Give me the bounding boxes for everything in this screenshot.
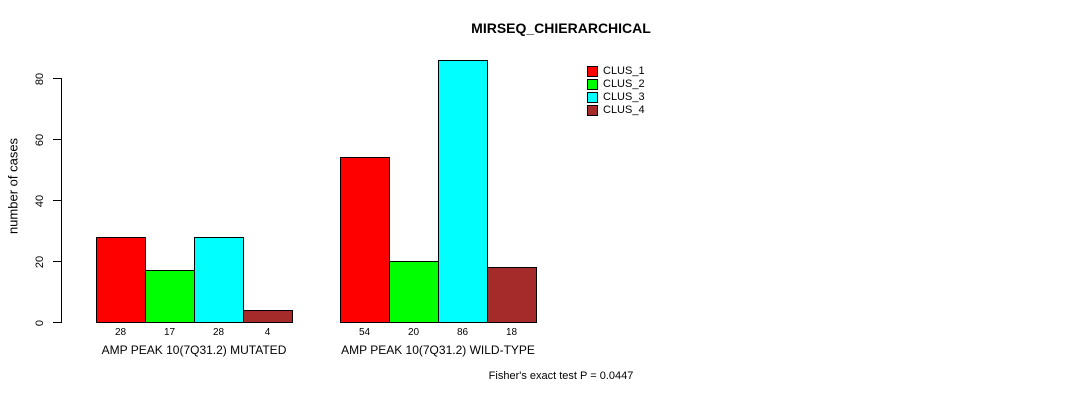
bar-value-label: 17 [163, 327, 176, 338]
legend-label-clus_3: CLUS_3 [603, 91, 645, 103]
bar-value-label: 86 [456, 327, 469, 338]
y-tick-label: 80 [34, 72, 46, 85]
y-tick-mark [53, 261, 61, 262]
bar-value-label: 20 [407, 327, 420, 338]
legend-swatch-clus_1 [587, 66, 598, 77]
y-tick-label: 60 [34, 133, 46, 146]
category-label: AMP PEAK 10(7Q31.2) MUTATED [101, 343, 287, 357]
legend-swatch-clus_4 [587, 105, 598, 116]
legend-label-clus_2: CLUS_2 [603, 78, 645, 90]
bar-clus_2-group2 [389, 261, 439, 323]
y-tick-mark [53, 78, 61, 79]
y-axis-label: number of cases [5, 137, 21, 235]
chart-title: MIRSEQ_CHIERARCHICAL [471, 20, 651, 36]
bar-clus_1-group1 [96, 237, 146, 323]
category-label: AMP PEAK 10(7Q31.2) WILD-TYPE [341, 343, 535, 357]
y-axis-line [61, 78, 62, 323]
annotation-text: Fisher's exact test P = 0.0447 [488, 370, 634, 382]
legend-label-clus_4: CLUS_4 [603, 104, 645, 116]
y-tick-mark [53, 139, 61, 140]
bar-clus_1-group2 [340, 157, 390, 323]
bar-value-label: 54 [358, 327, 371, 338]
bar-clus_3-group2 [438, 60, 488, 323]
bar-value-label: 28 [114, 327, 127, 338]
y-tick-label: 20 [34, 255, 46, 268]
y-tick-label: 40 [34, 194, 46, 207]
legend-swatch-clus_3 [587, 92, 598, 103]
bar-value-label: 18 [505, 327, 518, 338]
y-tick-mark [53, 200, 61, 201]
bar-value-label: 4 [264, 327, 271, 338]
legend-label-clus_1: CLUS_1 [603, 65, 645, 77]
legend-swatch-clus_2 [587, 79, 598, 90]
bar-clus_4-group2 [487, 267, 537, 323]
bar-value-label: 28 [212, 327, 225, 338]
bar-clus_4-group1 [243, 310, 293, 323]
bar-clus_2-group1 [145, 270, 195, 323]
bar-clus_3-group1 [194, 237, 244, 323]
y-tick-mark [53, 322, 61, 323]
y-tick-label: 0 [34, 319, 46, 326]
